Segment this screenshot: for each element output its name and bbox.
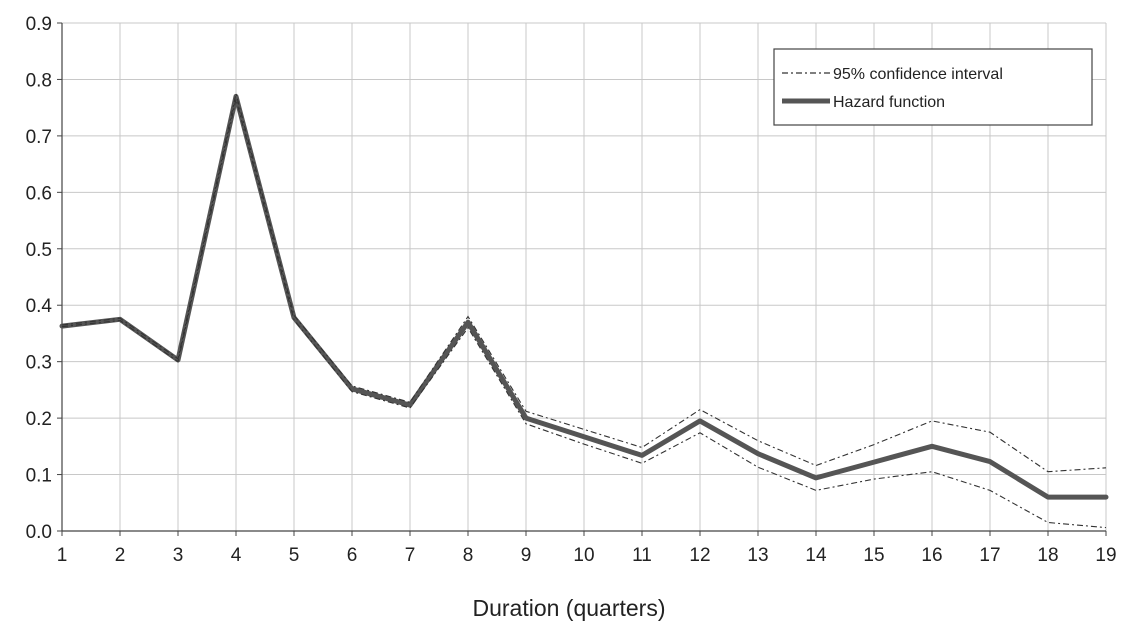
x-tick-label: 7: [405, 545, 416, 566]
axes: [57, 22, 1107, 536]
y-tick-label: 0.8: [26, 70, 52, 91]
y-tick-label: 0.1: [26, 466, 52, 487]
y-tick-label: 0.3: [26, 353, 52, 374]
x-tick-label: 16: [921, 545, 942, 566]
x-tick-label: 18: [1037, 545, 1058, 566]
x-tick-label: 10: [573, 545, 594, 566]
x-tick-label: 17: [979, 545, 1000, 566]
y-tick-label: 0.6: [26, 183, 52, 204]
x-tick-label: 8: [463, 545, 474, 566]
y-tick-label: 0.4: [26, 296, 53, 317]
legend-ci-label: 95% confidence interval: [833, 66, 1003, 83]
hazard-function-line: [59, 93, 1109, 500]
x-tick-label: 14: [805, 545, 827, 566]
ci-lower-line: [61, 99, 1107, 529]
x-tick-label: 3: [173, 545, 184, 566]
legend-box: [773, 48, 1093, 126]
x-tick-label: 5: [289, 545, 300, 566]
x-axis-title: Duration (quarters): [472, 595, 665, 621]
x-tick-label: 2: [115, 545, 126, 566]
x-tick-label: 12: [689, 545, 710, 566]
x-tick-label: 9: [521, 545, 532, 566]
x-tick-label: 11: [632, 545, 652, 566]
legend-hazard-label: Hazard function: [833, 94, 945, 111]
series: [59, 93, 1109, 529]
x-tick-label: 13: [747, 545, 768, 566]
y-tick-label: 0.7: [26, 127, 52, 148]
tick-labels: 1 2 3 4 5 6 7 8 9 10 11 12 13 14 15 16 17 18 190.00.10.20.…: [26, 14, 1117, 566]
x-tick-label: 15: [863, 545, 884, 566]
x-tick-label: 4: [231, 545, 242, 566]
gridlines: [62, 22, 1107, 531]
y-tick-label: 0.5: [26, 240, 52, 261]
x-tick-label: 19: [1095, 545, 1116, 566]
x-tick-label: 6: [347, 545, 358, 566]
y-tick-label: 0.9: [26, 14, 52, 35]
legend: 95% confidence interval Hazard function: [773, 48, 1093, 126]
x-tick-label: 1: [57, 545, 68, 566]
y-tick-label: 0.0: [26, 522, 52, 543]
y-tick-label: 0.2: [26, 409, 52, 430]
